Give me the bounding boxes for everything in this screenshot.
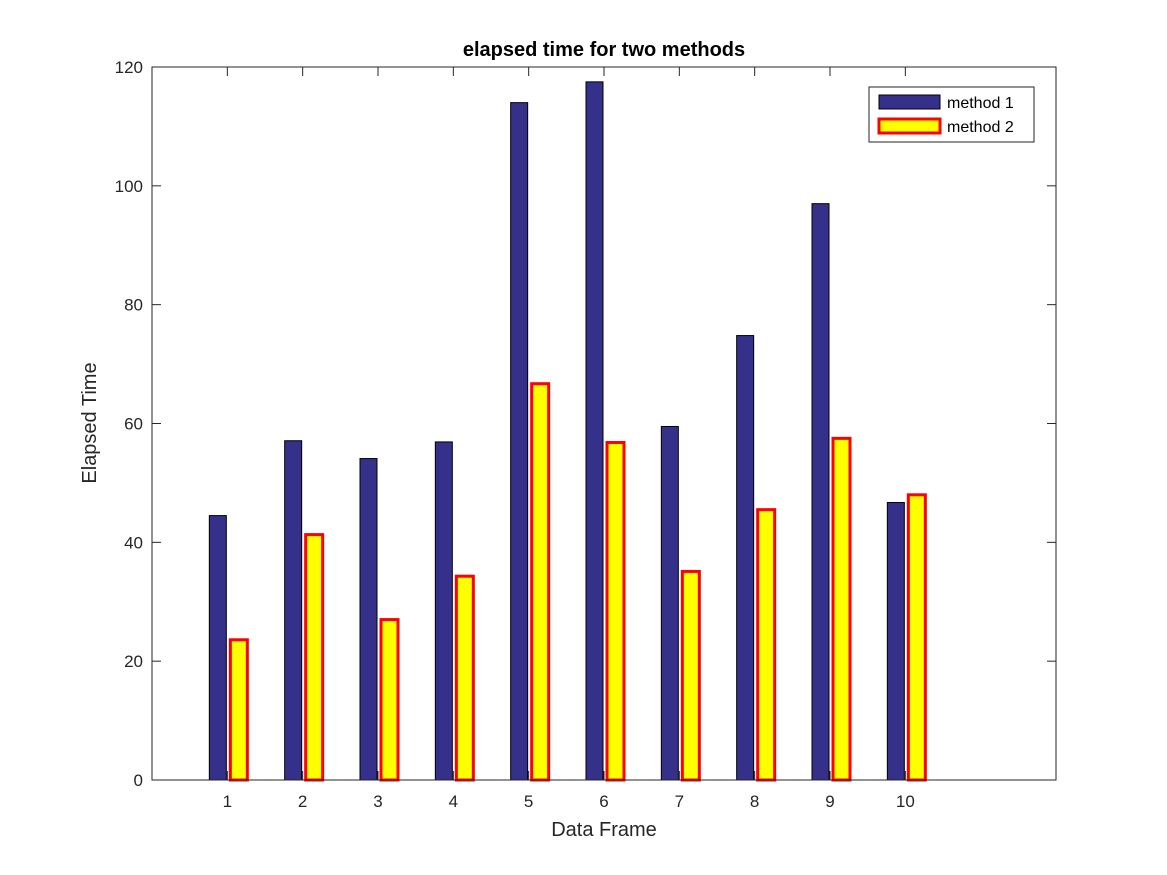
bars-layer xyxy=(208,81,927,782)
x-tick-label: 6 xyxy=(599,792,608,811)
bar-1-10 xyxy=(886,502,905,781)
chart-title: elapsed time for two methods xyxy=(463,39,745,61)
bar-2-5 xyxy=(530,382,551,782)
bar-2-8 xyxy=(756,508,777,782)
legend-label-2: method 2 xyxy=(947,119,1014,136)
bar-2-3 xyxy=(379,618,400,782)
y-tick-label: 80 xyxy=(124,296,143,315)
x-tick-label: 3 xyxy=(373,792,382,811)
bar-1-2 xyxy=(284,440,303,781)
bar-2-7 xyxy=(680,569,701,782)
bar-2-1 xyxy=(228,638,249,782)
x-tick-label: 5 xyxy=(524,792,533,811)
legend-swatch-2 xyxy=(877,117,942,135)
x-tick-label: 1 xyxy=(223,792,232,811)
x-axis-label: Data Frame xyxy=(551,819,657,841)
legend-label-1: method 1 xyxy=(947,95,1014,112)
x-tick-label: 9 xyxy=(825,792,834,811)
legend: method 1 method 2 xyxy=(868,86,1035,143)
y-tick-label: 100 xyxy=(115,177,143,196)
bar-2-2 xyxy=(304,533,325,782)
bar-2-9 xyxy=(831,436,852,782)
bar-1-5 xyxy=(510,102,529,781)
x-tick-label: 2 xyxy=(298,792,307,811)
bar-1-6 xyxy=(585,81,604,781)
bar-1-8 xyxy=(736,335,755,781)
x-tick-label: 4 xyxy=(449,792,458,811)
y-tick-label: 40 xyxy=(124,533,143,552)
y-tick-label: 120 xyxy=(115,58,143,77)
y-tick-label: 0 xyxy=(134,771,143,790)
bar-1-4 xyxy=(434,441,453,781)
x-tick-label: 10 xyxy=(896,792,915,811)
y-axis-label: Elapsed Time xyxy=(79,362,101,483)
y-tick-label: 20 xyxy=(124,652,143,671)
plot-area xyxy=(152,67,1056,780)
x-tick-label: 7 xyxy=(675,792,684,811)
bar-1-3 xyxy=(359,458,378,781)
legend-swatch-1 xyxy=(878,94,941,110)
bar-2-4 xyxy=(454,574,475,782)
bar-2-6 xyxy=(605,441,626,782)
x-tick-label: 8 xyxy=(750,792,759,811)
bar-1-9 xyxy=(811,203,830,781)
bar-2-10 xyxy=(906,493,927,782)
bar-1-7 xyxy=(660,425,679,781)
bar-1-1 xyxy=(208,515,227,781)
y-tick-label: 60 xyxy=(124,415,143,434)
